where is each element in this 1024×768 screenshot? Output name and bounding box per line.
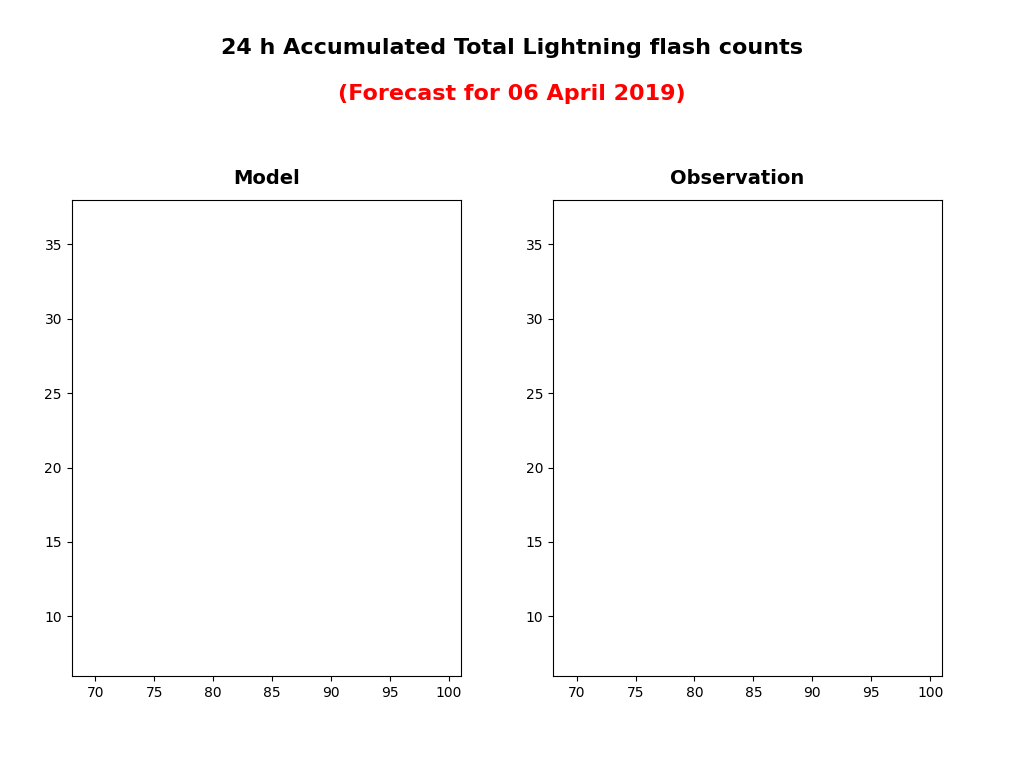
Text: (Forecast for 06 April 2019): (Forecast for 06 April 2019) (338, 84, 686, 104)
Text: Model: Model (232, 169, 300, 188)
Text: Observation: Observation (670, 169, 805, 188)
Text: 24 h Accumulated Total Lightning flash counts: 24 h Accumulated Total Lightning flash c… (221, 38, 803, 58)
